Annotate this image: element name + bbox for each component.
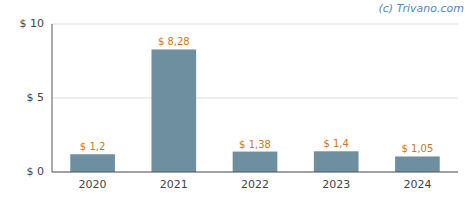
bar (395, 156, 440, 172)
data-label: $ 1,05 (401, 143, 433, 154)
y-tick-label: $ 10 (20, 17, 45, 30)
chart: $ 0 $ 5 $ 10 2020 2021 2022 2023 2024 $ 1,2 $ 8,2… (0, 0, 470, 200)
bar (151, 49, 196, 172)
x-tick-label: 2021 (160, 178, 188, 191)
watermark: (c) Trivano.com (378, 2, 464, 15)
x-tick-label: 2023 (322, 178, 350, 191)
grid-line (52, 24, 458, 25)
y-axis-line (52, 24, 53, 172)
y-tick-label: $ 0 (27, 165, 45, 178)
x-tick-label: 2024 (403, 178, 431, 191)
bar (70, 154, 115, 172)
chart-container: $ 0 $ 5 $ 10 2020 2021 2022 2023 2024 $ 1,2 $ 8,2… (0, 0, 470, 200)
data-label: $ 8,28 (158, 36, 190, 47)
x-tick-label: 2020 (79, 178, 107, 191)
grid-line (52, 98, 458, 99)
y-tick-label: $ 5 (27, 91, 45, 104)
grid-line (52, 172, 458, 173)
bars (70, 49, 439, 172)
data-label: $ 1,2 (80, 141, 105, 152)
x-tick-label: 2022 (241, 178, 269, 191)
bar (233, 152, 278, 172)
grid (52, 24, 458, 172)
bar (314, 151, 359, 172)
x-axis-line (52, 172, 458, 173)
data-label: $ 1,4 (323, 138, 348, 149)
data-label: $ 1,38 (239, 139, 271, 150)
